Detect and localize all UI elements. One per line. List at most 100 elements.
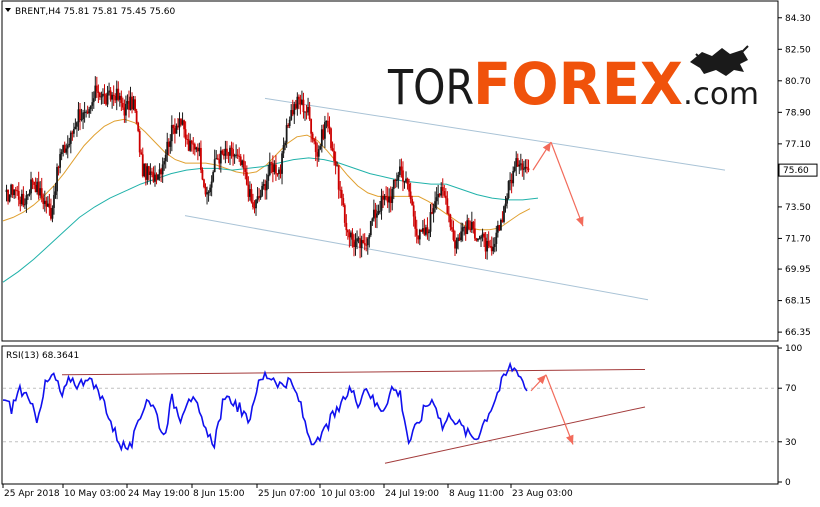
price-channel [184,97,726,301]
candle-body [496,225,499,233]
candle-body [216,158,219,160]
candle-body [446,198,449,214]
candle-body [423,228,426,235]
candle-body [112,94,115,96]
price-forecast-arrows [532,141,584,227]
candle-body [126,101,129,104]
rsi-forecast-up-arrow-head [536,374,546,385]
candle-body [129,96,132,110]
candle-body [23,204,26,206]
candle-body [285,125,288,143]
price-tick-label: 68.15 [785,297,811,307]
rsi-tick-label: 100 [785,344,802,354]
candle-body [455,241,458,249]
candle-body [454,239,456,249]
candle-body [256,196,259,200]
candle-body [56,166,58,192]
candle-body [10,184,13,195]
candle-body [204,186,207,195]
candle-body [154,174,156,182]
candle-body [72,128,75,134]
candle-body [282,144,285,154]
symbol-header[interactable]: BRENT,H4 75.81 75.81 75.45 75.60 [5,7,175,17]
candle-body [247,184,250,197]
candle-body [515,158,518,167]
candle-body [80,119,83,121]
symbol-line: BRENT,H4 75.81 75.81 75.45 75.60 [15,7,175,17]
candle-body [94,85,97,99]
candle-body [458,237,461,241]
candle-body [518,164,521,167]
rsi-forecast-arrows [530,374,574,445]
forecast-down-arrow [550,141,584,227]
candle-body [322,129,325,139]
candle-body [440,187,443,196]
time-tick-label: 23 Aug 03:00 [512,489,573,499]
candle-body [524,166,527,169]
candle-body [311,133,314,140]
candle-body [426,227,429,234]
rsi-title: RSI(13) 68.3641 [6,351,79,361]
candle-body [432,208,435,214]
candle-body [248,189,251,197]
candle-body [152,172,155,182]
candle-body [172,125,175,129]
candle-body [365,244,368,246]
candle-body [362,240,365,244]
candle-body [509,179,512,182]
candle-body [198,147,201,152]
candle-body [343,205,346,223]
candle-body [92,98,95,103]
candle-body [241,160,244,165]
price-tick-label: 78.90 [785,108,811,118]
candle-body [487,240,490,247]
candle-body [85,111,88,113]
candle-body [166,141,169,155]
candle-body [71,132,74,134]
candle-body [51,207,54,219]
candle-body [177,125,179,128]
price-tick-label: 77.10 [785,140,811,150]
candle-body [414,216,417,229]
candle-body [160,169,163,175]
candle-body [77,109,80,123]
candle-body [270,162,273,164]
candle-body [259,195,262,198]
candle-body [128,101,130,110]
candle-body [138,130,141,153]
candle-body [308,106,311,120]
candle-body [472,221,475,229]
candle-body [398,166,401,175]
candle-body [163,161,166,165]
candle-body [135,110,138,123]
candle-body [7,189,9,202]
candle-body [98,92,101,98]
candle-body [63,145,66,153]
candle-body [481,233,484,237]
candle-body [158,169,161,175]
candle-body [242,160,245,169]
candle-body [268,162,271,175]
time-axis: 25 Apr 2018 10 May 03:00 24 May 19:00 8 Jun… [2,484,573,499]
candle-body [42,197,45,204]
candle-body [252,202,254,208]
candle-body [173,128,176,134]
candle-body [17,190,20,200]
candle-body [412,205,415,217]
triangle-down-icon[interactable] [5,8,11,12]
price-axis: 84.30 82.50 80.70 78.90 77.10 73.50 71.70 69.95… [778,14,818,338]
candle-body [293,104,296,115]
candle-body [82,112,84,120]
candle-body [206,192,208,195]
candle-body [346,230,349,233]
candle-body [232,149,234,157]
candle-body [189,140,192,151]
candle-body [405,178,407,182]
candle-body [500,219,502,231]
candle-body [219,150,222,164]
candle-body [258,196,260,198]
candle-body [33,182,35,185]
candle-body [279,169,282,174]
